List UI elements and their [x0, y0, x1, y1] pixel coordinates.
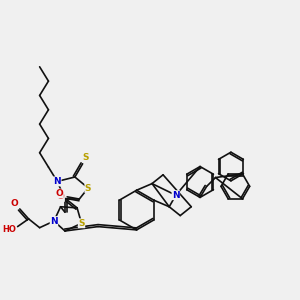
Text: O: O — [56, 189, 63, 198]
Text: S: S — [83, 153, 89, 162]
Text: HO: HO — [2, 225, 16, 234]
Text: N: N — [172, 191, 180, 200]
Text: S: S — [78, 219, 85, 228]
Text: N: N — [53, 177, 61, 186]
Text: S: S — [85, 184, 92, 193]
Text: N: N — [50, 217, 58, 226]
Text: O: O — [11, 199, 18, 208]
Text: O: O — [57, 192, 64, 201]
